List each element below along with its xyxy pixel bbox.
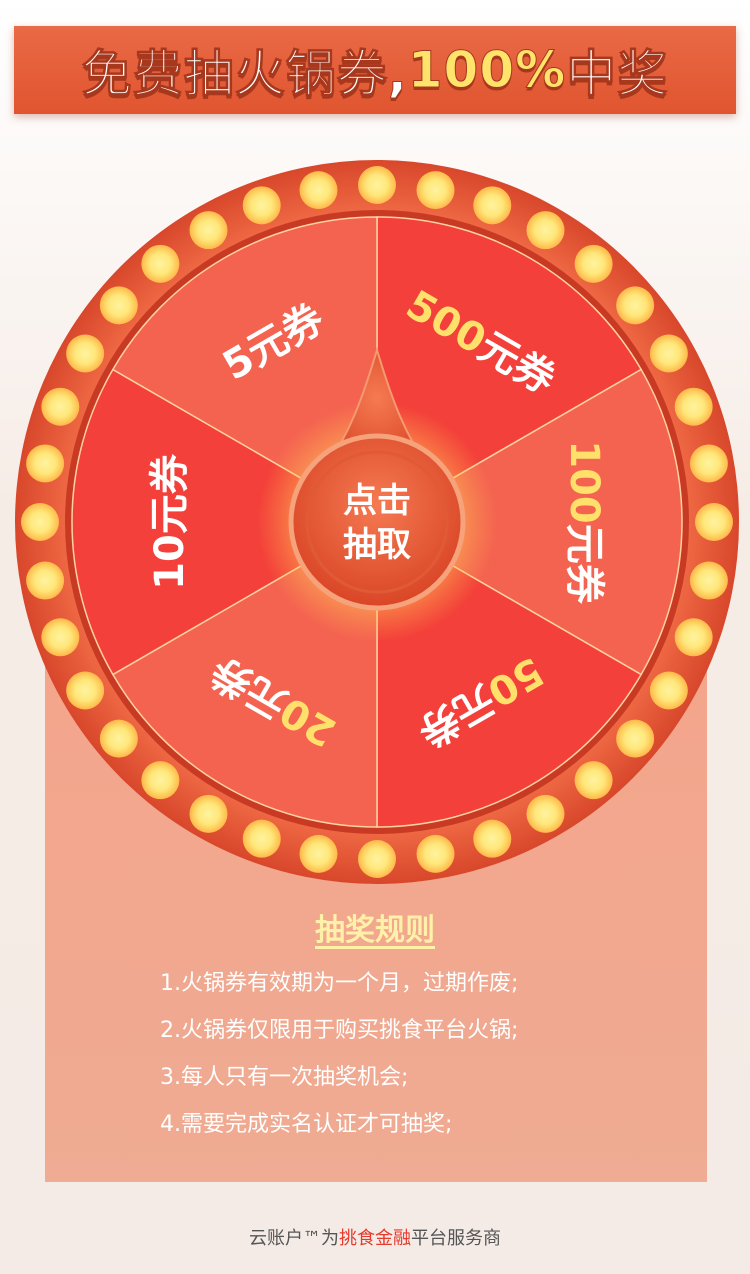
light-bulb	[299, 834, 338, 873]
wheel-slice	[71, 368, 379, 676]
light-bulb	[674, 618, 713, 657]
spin-button-label-line1: 点击	[343, 481, 411, 521]
light-bulb	[99, 286, 138, 325]
wheel-slice	[375, 368, 683, 676]
light-bulb	[695, 503, 733, 541]
light-bulb	[473, 819, 512, 858]
light-bulb	[526, 211, 565, 250]
rule-item: 4.需要完成实名认证才可抽奖;	[160, 1112, 453, 1137]
footer-brand-link[interactable]: 挑食金融	[339, 1228, 411, 1249]
light-bulb	[674, 387, 713, 426]
headline-percent: 100%	[407, 41, 567, 100]
light-bulb	[66, 671, 105, 710]
light-bulb	[689, 444, 728, 483]
light-bulb	[649, 334, 688, 373]
light-bulb	[41, 618, 80, 657]
headline-banner: 免费抽火锅券, 100% 中奖	[14, 26, 736, 114]
light-bulb	[141, 244, 180, 283]
light-bulb	[41, 387, 80, 426]
rule-item: 1.火锅券有效期为一个月，过期作废;	[160, 971, 519, 996]
footer-prefix: 云账户™为	[249, 1228, 339, 1249]
light-bulb	[66, 334, 105, 373]
light-bulb	[416, 834, 455, 873]
spin-button[interactable]: 点击 抽取	[257, 346, 497, 642]
light-bulb	[358, 840, 396, 878]
headline-text: 免费抽火锅券,	[81, 45, 408, 104]
light-bulb	[189, 794, 228, 833]
spin-button-label-line2: 抽取	[343, 525, 411, 565]
prize-label: 10元券	[147, 453, 193, 590]
rules-list: 1.火锅券有效期为一个月，过期作废; 2.火锅券仅限用于购买挑食平台火锅; 3.…	[160, 966, 660, 1154]
footer-note: 云账户™为挑食金融平台服务商	[0, 1224, 750, 1250]
light-bulb	[26, 561, 65, 600]
light-bulb	[574, 244, 613, 283]
light-bulb	[616, 719, 655, 758]
light-bulb	[26, 444, 65, 483]
light-bulb	[574, 761, 613, 800]
light-bulb	[99, 719, 138, 758]
rules-title: 抽奖规则	[315, 913, 435, 948]
light-bulb	[649, 671, 688, 710]
light-bulb	[21, 503, 59, 541]
light-bulb	[358, 166, 396, 204]
light-bulb	[689, 561, 728, 600]
light-bulb	[526, 794, 565, 833]
footer-suffix: 平台服务商	[411, 1228, 501, 1249]
light-bulb	[299, 171, 338, 210]
light-bulb	[189, 211, 228, 250]
light-bulb	[616, 286, 655, 325]
headline-suffix: 中奖	[566, 45, 669, 104]
rule-item: 2.火锅券仅限用于购买挑食平台火锅;	[160, 1018, 519, 1043]
light-bulb	[473, 186, 512, 225]
light-bulb	[416, 171, 455, 210]
prize-label: 100元券	[561, 440, 607, 605]
rule-item: 3.每人只有一次抽奖机会;	[160, 1065, 409, 1090]
light-bulb	[141, 761, 180, 800]
light-bulb	[242, 186, 281, 225]
light-bulb	[242, 819, 281, 858]
